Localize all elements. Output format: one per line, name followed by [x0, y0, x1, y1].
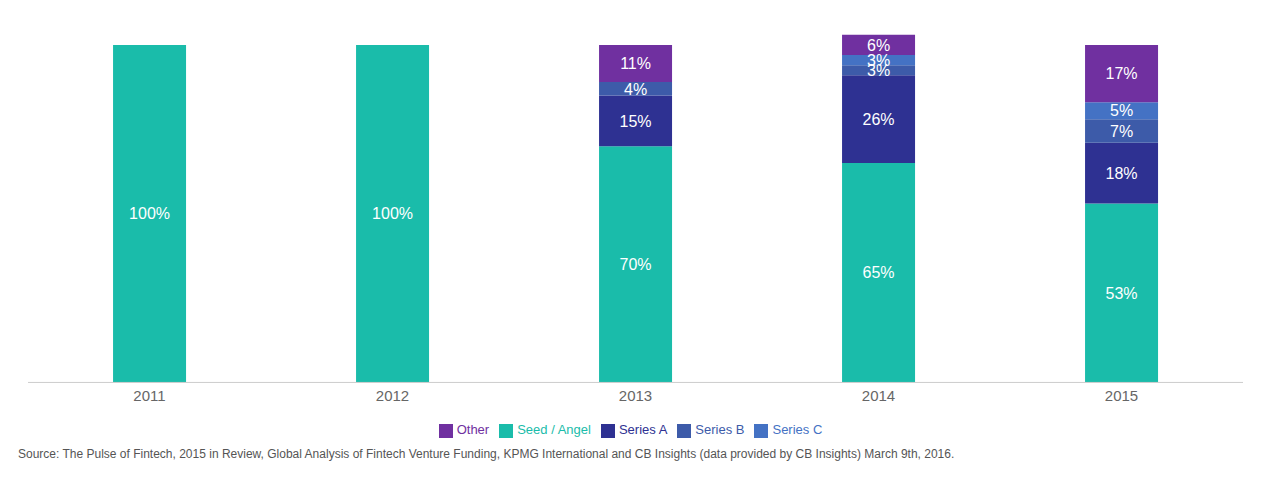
html-text:Source: The Pulse of Fintech,: Source: The Pulse of Fintech, 2015 in Re…: [18, 447, 955, 461]
svg-text:7%: 7%: [1110, 123, 1133, 140]
svg-text:15%: 15%: [620, 113, 652, 130]
svg-text:3%: 3%: [867, 52, 890, 69]
svg-text:2013: 2013: [619, 387, 652, 404]
svg-text:3%: 3%: [867, 62, 891, 79]
svg-text:11%: 11%: [620, 55, 651, 72]
svg-text:100%: 100%: [372, 205, 413, 222]
svg-text:65%: 65%: [863, 264, 895, 281]
svg-text:2014: 2014: [862, 387, 895, 404]
svg-text:4%: 4%: [624, 81, 647, 98]
svg-text:26%: 26%: [863, 111, 895, 128]
html-text:Series B: Series B: [695, 422, 745, 438]
svg-text:2011: 2011: [133, 387, 165, 404]
svg-text:17%: 17%: [1106, 65, 1138, 82]
svg-text:53%: 53%: [1106, 285, 1138, 302]
html-text:Seed / Angel: Seed / Angel: [517, 422, 591, 438]
svg-text:18%: 18%: [1106, 165, 1138, 182]
svg-text:2012: 2012: [376, 387, 409, 404]
svg-text:2015: 2015: [1105, 387, 1138, 404]
html-text:Series A: Series A: [618, 422, 668, 438]
svg-text:6%: 6%: [867, 37, 890, 54]
svg-text:70%: 70%: [620, 256, 652, 273]
svg-text:5%: 5%: [1110, 102, 1133, 119]
html-text:Other: Other: [456, 422, 490, 438]
svg-text:100%: 100%: [129, 205, 170, 222]
html-text:Series C: Series C: [772, 422, 823, 438]
